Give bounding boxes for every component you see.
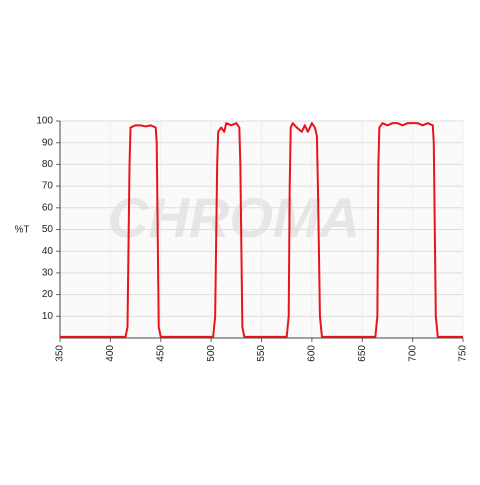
y-tick-label: 50 [42,224,54,235]
y-tick-label: 10 [42,311,54,322]
y-axis-label: %T [15,225,30,236]
y-tick-label: 20 [42,289,54,300]
y-tick-label: 40 [42,246,54,257]
y-tick-label: 80 [42,159,54,170]
x-tick-label: 600 [307,345,318,362]
x-tick-label: 650 [357,345,368,362]
y-tick-label: 70 [42,181,54,192]
x-tick-label: 750 [458,345,469,362]
x-tick-label: 350 [55,345,66,362]
y-tick-label: 30 [42,268,54,279]
transmission-line [60,122,463,338]
x-tick-label: 400 [105,345,116,362]
y-tick-label: 60 [42,202,54,213]
y-tick-label: 100 [36,116,53,127]
y-tick-label: 90 [42,137,54,148]
x-tick-label: 500 [206,345,217,362]
x-tick-label: 450 [155,345,166,362]
x-tick-label: 550 [256,345,267,362]
watermark: CHROMA [108,186,360,249]
x-tick-label: 700 [407,345,418,362]
